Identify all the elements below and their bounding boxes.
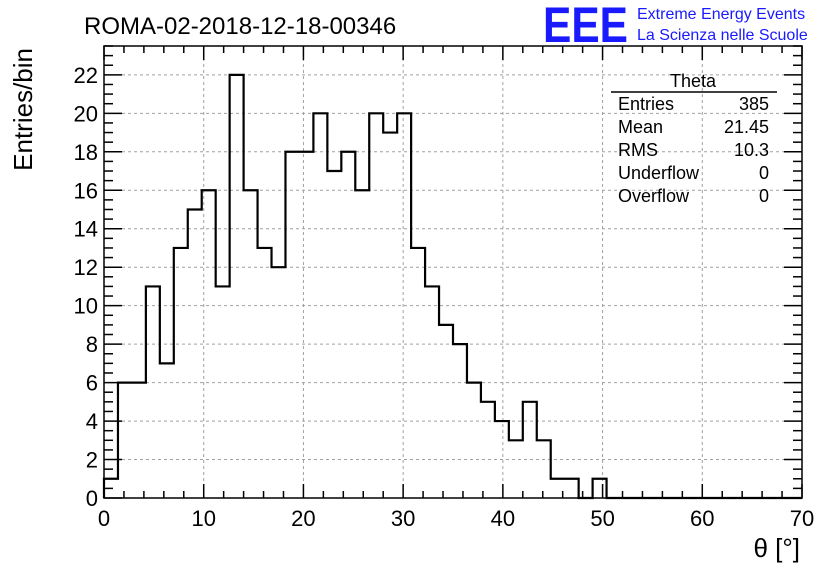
histogram-bin	[188, 209, 202, 498]
stats-label-underflow: Underflow	[618, 163, 700, 183]
histogram-bin	[355, 190, 369, 498]
histogram-bin	[313, 113, 327, 498]
histogram-bin	[244, 190, 258, 498]
histogram-bin	[439, 325, 453, 498]
x-tick-label: 60	[690, 506, 714, 531]
histogram-bin	[216, 286, 230, 498]
y-tick-label: 16	[74, 178, 98, 203]
y-axis-title: Entries/bin	[8, 48, 38, 171]
x-tick-label: 20	[291, 506, 315, 531]
logo-mark: EEE	[543, 0, 628, 53]
stats-label-rms: RMS	[618, 140, 658, 160]
logo-line-2: La Scienza nelle Scuole	[637, 27, 808, 44]
histogram-bin	[537, 440, 551, 498]
y-tick-label: 10	[74, 294, 98, 319]
histogram-bin	[495, 421, 509, 498]
histogram-bin	[132, 383, 146, 498]
histogram-bin	[509, 440, 523, 498]
stats-value-rms: 10.3	[734, 140, 769, 160]
histogram-bin	[383, 133, 397, 498]
x-tick-label: 30	[391, 506, 415, 531]
histogram-bins	[102, 73, 802, 500]
y-tick-label: 4	[86, 409, 98, 434]
histogram-bin	[565, 479, 579, 498]
histogram-bin	[230, 75, 244, 498]
x-tick-label: 50	[590, 506, 614, 531]
histogram-bin	[369, 113, 383, 498]
histogram-bin	[146, 286, 160, 498]
x-axis-ticks: 0 10 20 30 40 50 60 70	[98, 46, 814, 531]
y-tick-label: 0	[86, 486, 98, 511]
histogram-bin	[425, 286, 439, 498]
stats-box: Theta Entries 385 Mean 21.45 RMS 10.3 Un…	[611, 71, 777, 206]
histogram-bin	[523, 402, 537, 498]
stats-value-mean: 21.45	[724, 117, 769, 137]
histogram-bin	[272, 267, 286, 498]
eee-logo: EEE Extreme Energy Events La Scienza nel…	[543, 0, 808, 53]
histogram-bin	[160, 363, 174, 498]
histogram-bin	[341, 152, 355, 498]
stats-value-underflow: 0	[759, 163, 769, 183]
y-tick-label: 14	[74, 217, 98, 242]
y-axis-ticks: 0 2 4 6 8 10 12 14 16 18 20 22	[74, 45, 802, 511]
histogram-bin	[467, 383, 481, 498]
x-axis-title: θ [°]	[753, 533, 800, 563]
logo-line-1: Extreme Energy Events	[637, 6, 805, 23]
histogram-bin	[411, 248, 425, 498]
plot-frame	[103, 45, 803, 499]
stats-label-overflow: Overflow	[618, 186, 690, 206]
histogram-bin	[202, 190, 216, 498]
stats-value-entries: 385	[739, 94, 769, 114]
x-tick-label: 70	[790, 506, 814, 531]
x-tick-label: 0	[98, 506, 110, 531]
y-tick-label: 22	[74, 63, 98, 88]
stats-label-entries: Entries	[618, 94, 674, 114]
stats-label-mean: Mean	[618, 117, 663, 137]
histogram-bin	[327, 171, 341, 498]
y-tick-label: 20	[74, 101, 98, 126]
y-tick-label: 18	[74, 140, 98, 165]
y-tick-label: 8	[86, 332, 98, 357]
histogram-bin	[397, 113, 411, 498]
histogram-bin	[481, 402, 495, 498]
histogram-bin	[258, 248, 272, 498]
x-tick-label: 40	[491, 506, 515, 531]
y-tick-label: 2	[86, 448, 98, 473]
histogram-bin	[118, 383, 132, 498]
stats-title: Theta	[670, 71, 717, 91]
histogram-bin	[593, 479, 607, 498]
stats-value-overflow: 0	[759, 186, 769, 206]
histogram-bin	[453, 344, 467, 498]
chart-title: ROMA-02-2018-12-18-00346	[84, 13, 396, 40]
histogram-bin	[285, 152, 299, 498]
histogram-bin	[174, 248, 188, 498]
x-tick-label: 10	[191, 506, 215, 531]
y-tick-label: 6	[86, 371, 98, 396]
histogram-bin	[299, 152, 313, 498]
y-tick-label: 12	[74, 255, 98, 280]
